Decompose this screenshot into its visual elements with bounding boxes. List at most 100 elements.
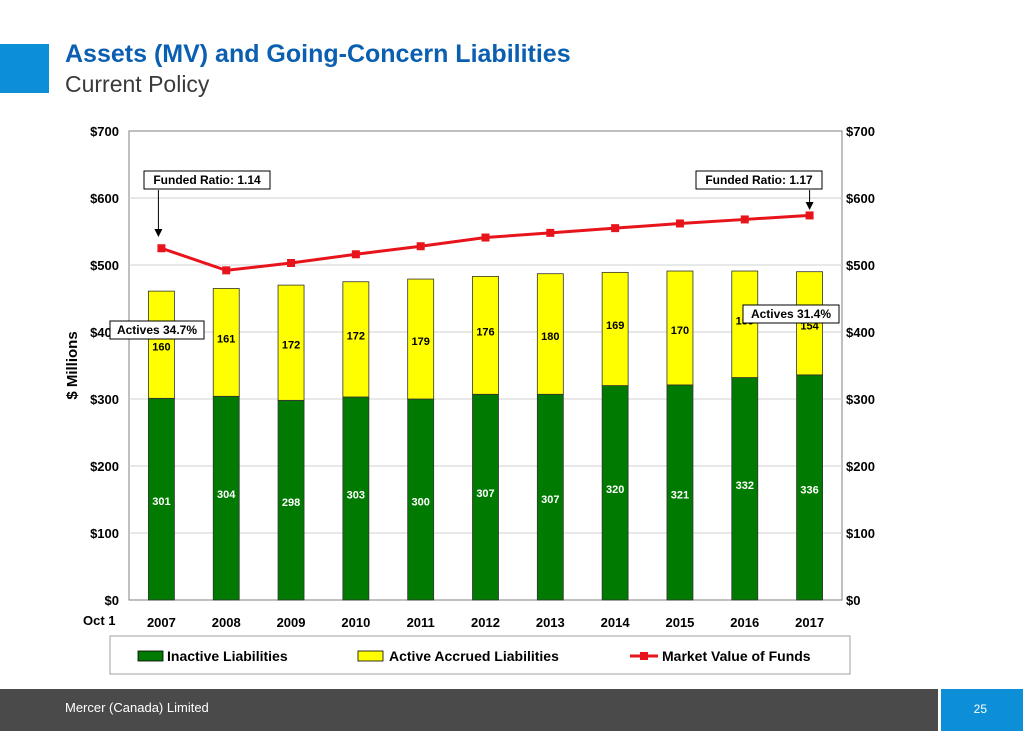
- market-value-point: [611, 224, 620, 233]
- slide-title: Assets (MV) and Going-Concern Liabilitie…: [65, 40, 571, 68]
- x-tick-label: 2016: [730, 615, 759, 630]
- bar-active: [472, 275, 499, 395]
- y-tick-label-right: $600: [846, 191, 875, 206]
- bar-active: [212, 288, 240, 397]
- legend: [109, 635, 851, 675]
- data-label-inactive: 307: [476, 488, 494, 500]
- legend-label-market: Market Value of Funds: [662, 648, 811, 664]
- y-tick-label-left: $0: [105, 593, 119, 608]
- accent-square: [0, 44, 49, 93]
- data-label-inactive: 301: [152, 496, 170, 508]
- y-tick-label-right: $700: [846, 124, 875, 139]
- funded-ratio-2017: Funded Ratio: 1.17: [705, 173, 813, 187]
- x-tick-label: 2014: [601, 615, 631, 630]
- x-tick-label: 2007: [147, 615, 176, 630]
- y-tick-label-left: $300: [90, 392, 119, 407]
- data-label-inactive: 304: [217, 489, 236, 501]
- y-tick-label-left: $200: [90, 459, 119, 474]
- y-tick-label-left: $700: [90, 124, 119, 139]
- page-number-box: 25: [938, 689, 1023, 731]
- x-tick-label: 2012: [471, 615, 500, 630]
- y-tick-label-left: $500: [90, 258, 119, 273]
- footer-company: Mercer (Canada) Limited: [65, 700, 209, 715]
- market-value-point: [481, 233, 490, 242]
- data-label-active: 170: [671, 325, 689, 337]
- data-label-inactive: 321: [671, 489, 689, 501]
- actives-2007: Actives 34.7%: [117, 323, 197, 337]
- x-tick-label: 2015: [665, 615, 694, 630]
- bar-active: [148, 290, 175, 399]
- bar-inactive: [407, 398, 435, 601]
- market-value-point: [416, 242, 425, 251]
- footer-bar: Mercer (Canada) Limited 25: [0, 689, 1023, 731]
- bar-inactive: [277, 399, 305, 601]
- data-label-inactive: 320: [606, 484, 624, 496]
- bar-active: [731, 270, 759, 378]
- x-tick-label: 2009: [277, 615, 306, 630]
- funded-ratio-2017-arrowhead: [805, 202, 814, 210]
- market-value-point: [740, 215, 749, 224]
- chart: $0 $0$100 $100$200 $200$300 $300$400 $400$500…: [64, 124, 875, 675]
- bar-inactive: [148, 397, 175, 601]
- data-label-active: 169: [606, 320, 624, 332]
- data-label-inactive: 336: [800, 484, 818, 496]
- y-tick-label-right: $400: [846, 325, 875, 340]
- data-label-active: 172: [282, 340, 300, 352]
- x-tick-label: 2008: [212, 615, 241, 630]
- data-label-active: 179: [412, 336, 430, 348]
- y-axis-title: $ Millions: [64, 331, 81, 399]
- bar-active: [277, 284, 305, 401]
- funded-ratio-2007-arrowhead: [154, 229, 163, 237]
- data-label-inactive: 332: [736, 480, 754, 492]
- data-label-active: 180: [541, 331, 559, 343]
- bar-active: [407, 278, 435, 400]
- market-value-point: [675, 219, 684, 228]
- y-tick-label-right: $100: [846, 526, 875, 541]
- x-tick-label: 2017: [795, 615, 824, 630]
- actives-2017: Actives 31.4%: [751, 307, 831, 321]
- slide-subtitle: Current Policy: [65, 71, 210, 97]
- y-tick-label-right: $0: [846, 593, 860, 608]
- x-tick-label: 2011: [407, 615, 435, 630]
- market-value-point: [805, 211, 814, 220]
- page-number: 25: [973, 702, 987, 716]
- data-label-inactive: 300: [412, 497, 430, 509]
- market-value-point: [157, 244, 166, 253]
- y-tick-label-left: $600: [90, 191, 119, 206]
- actives-2007-box: [109, 320, 205, 340]
- bar-active: [666, 270, 694, 386]
- actives-2017-box: [742, 304, 840, 324]
- market-value-point: [351, 250, 360, 259]
- bar-inactive: [342, 396, 370, 601]
- bar-inactive: [666, 384, 694, 601]
- legend-label-inactive: Inactive Liabilities: [167, 648, 288, 664]
- data-label-inactive: 307: [541, 494, 559, 506]
- bar-active: [342, 281, 370, 398]
- data-label-active: 172: [347, 330, 365, 342]
- legend-swatch-inactive: [137, 650, 164, 662]
- funded-ratio-2007: Funded Ratio: 1.14: [153, 173, 261, 187]
- data-label-inactive: 303: [347, 489, 365, 501]
- funded-ratio-2017-box: [695, 170, 823, 190]
- bar-active: [536, 273, 564, 395]
- funded-ratio-2007-box: [143, 170, 271, 190]
- data-label-active: 160: [152, 342, 170, 354]
- bar-active: [601, 271, 629, 386]
- legend-swatch-active: [357, 650, 384, 662]
- data-label-inactive: 298: [282, 497, 300, 509]
- y-tick-label-left: $100: [90, 526, 119, 541]
- x-tick-label: 2013: [536, 615, 565, 630]
- legend-swatch-market-point: [640, 652, 648, 660]
- y-tick-label-right: $200: [846, 459, 875, 474]
- bar-inactive: [601, 385, 629, 601]
- y-tick-label-right: $500: [846, 258, 875, 273]
- x-tick-label: 2010: [341, 615, 370, 630]
- market-value-point: [546, 228, 555, 237]
- data-label-active: 176: [476, 326, 494, 338]
- market-value-point: [222, 266, 231, 275]
- y-tick-label-right: $300: [846, 392, 875, 407]
- bar-inactive: [796, 374, 823, 601]
- x-axis-prefix: Oct 1: [83, 613, 116, 628]
- market-value-point: [287, 258, 296, 267]
- legend-label-active: Active Accrued Liabilities: [389, 648, 559, 664]
